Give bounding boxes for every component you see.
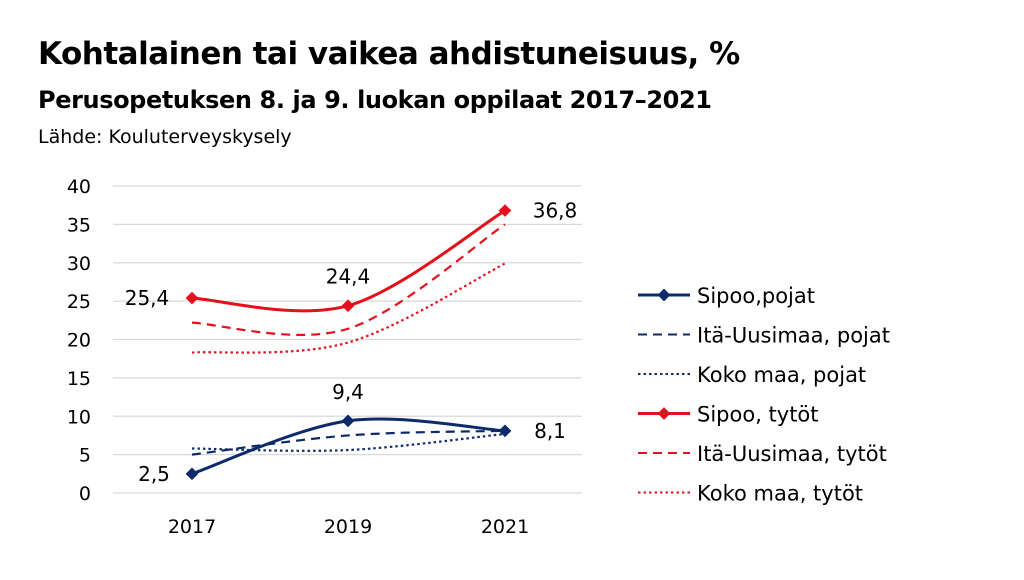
legend-label: Sipoo, tytöt bbox=[697, 403, 819, 427]
legend-marker bbox=[657, 288, 671, 302]
series-line-5 bbox=[191, 262, 506, 354]
data-marker bbox=[341, 414, 355, 428]
data-marker bbox=[498, 204, 512, 217]
data-label: 2,5 bbox=[138, 462, 170, 486]
data-label: 9,4 bbox=[332, 380, 364, 404]
x-tick-label: 2019 bbox=[324, 516, 372, 538]
y-tick-label: 0 bbox=[79, 483, 91, 505]
chart-subtitle: Perusopetuksen 8. ja 9. luokan oppilaat … bbox=[38, 86, 712, 114]
y-tick-label: 15 bbox=[67, 368, 91, 390]
legend-label: Sipoo,pojat bbox=[697, 284, 815, 308]
x-tick-label: 2021 bbox=[481, 516, 529, 538]
legend-label: Itä-Uusimaa, tytöt bbox=[697, 442, 887, 466]
data-marker bbox=[185, 467, 199, 481]
series-line-0 bbox=[191, 417, 506, 476]
y-tick-label: 20 bbox=[67, 330, 91, 352]
legend-label: Koko maa, tytöt bbox=[697, 482, 863, 506]
series-line-2 bbox=[191, 432, 506, 452]
y-tick-label: 35 bbox=[67, 214, 91, 236]
y-tick-label: 5 bbox=[79, 445, 91, 467]
y-tick-label: 25 bbox=[67, 291, 91, 313]
chart-title: Kohtalainen tai vaikea ahdistuneisuus, % bbox=[38, 36, 740, 72]
data-marker bbox=[498, 424, 512, 438]
chart-source: Lähde: Kouluterveyskysely bbox=[38, 126, 292, 148]
data-marker bbox=[341, 299, 355, 313]
series-line-4 bbox=[191, 223, 506, 336]
x-tick-label: 2017 bbox=[168, 516, 216, 538]
data-label: 36,8 bbox=[533, 199, 578, 223]
legend-label: Itä-Uusimaa, pojat bbox=[697, 324, 890, 348]
y-tick-label: 30 bbox=[67, 253, 91, 275]
data-label: 25,4 bbox=[125, 286, 170, 310]
y-tick-label: 10 bbox=[67, 406, 91, 428]
legend-label: Koko maa, pojat bbox=[697, 363, 866, 387]
data-label: 8,1 bbox=[534, 419, 566, 443]
y-tick-label: 40 bbox=[67, 176, 91, 198]
data-label: 24,4 bbox=[326, 265, 371, 289]
data-marker bbox=[185, 291, 199, 305]
legend-marker bbox=[657, 407, 671, 420]
series-line-1 bbox=[191, 429, 506, 456]
